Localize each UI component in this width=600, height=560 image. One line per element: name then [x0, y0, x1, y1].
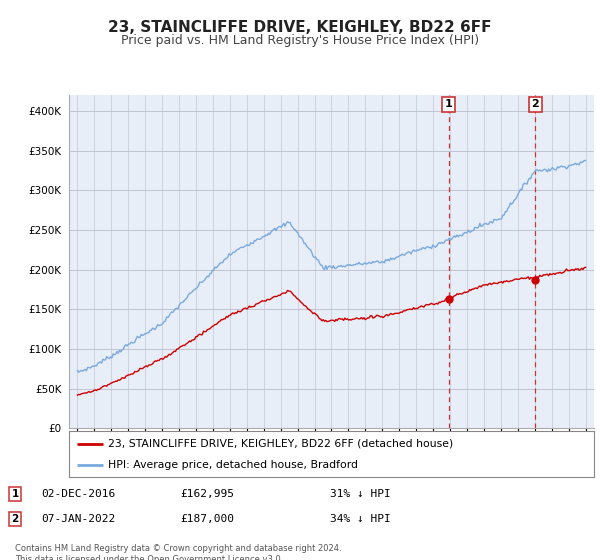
Text: 07-JAN-2022: 07-JAN-2022: [41, 514, 115, 524]
Text: 34% ↓ HPI: 34% ↓ HPI: [330, 514, 391, 524]
Text: 23, STAINCLIFFE DRIVE, KEIGHLEY, BD22 6FF: 23, STAINCLIFFE DRIVE, KEIGHLEY, BD22 6F…: [108, 20, 492, 35]
Text: Price paid vs. HM Land Registry's House Price Index (HPI): Price paid vs. HM Land Registry's House …: [121, 34, 479, 46]
Text: 23, STAINCLIFFE DRIVE, KEIGHLEY, BD22 6FF (detached house): 23, STAINCLIFFE DRIVE, KEIGHLEY, BD22 6F…: [109, 438, 454, 449]
Text: 1: 1: [445, 100, 452, 110]
Text: 31% ↓ HPI: 31% ↓ HPI: [330, 489, 391, 499]
Text: £162,995: £162,995: [180, 489, 234, 499]
Text: 2: 2: [532, 100, 539, 110]
Text: Contains HM Land Registry data © Crown copyright and database right 2024.
This d: Contains HM Land Registry data © Crown c…: [15, 544, 341, 560]
Text: 02-DEC-2016: 02-DEC-2016: [41, 489, 115, 499]
Text: £187,000: £187,000: [180, 514, 234, 524]
Text: HPI: Average price, detached house, Bradford: HPI: Average price, detached house, Brad…: [109, 460, 358, 470]
Text: 1: 1: [11, 489, 19, 499]
Text: 2: 2: [11, 514, 19, 524]
